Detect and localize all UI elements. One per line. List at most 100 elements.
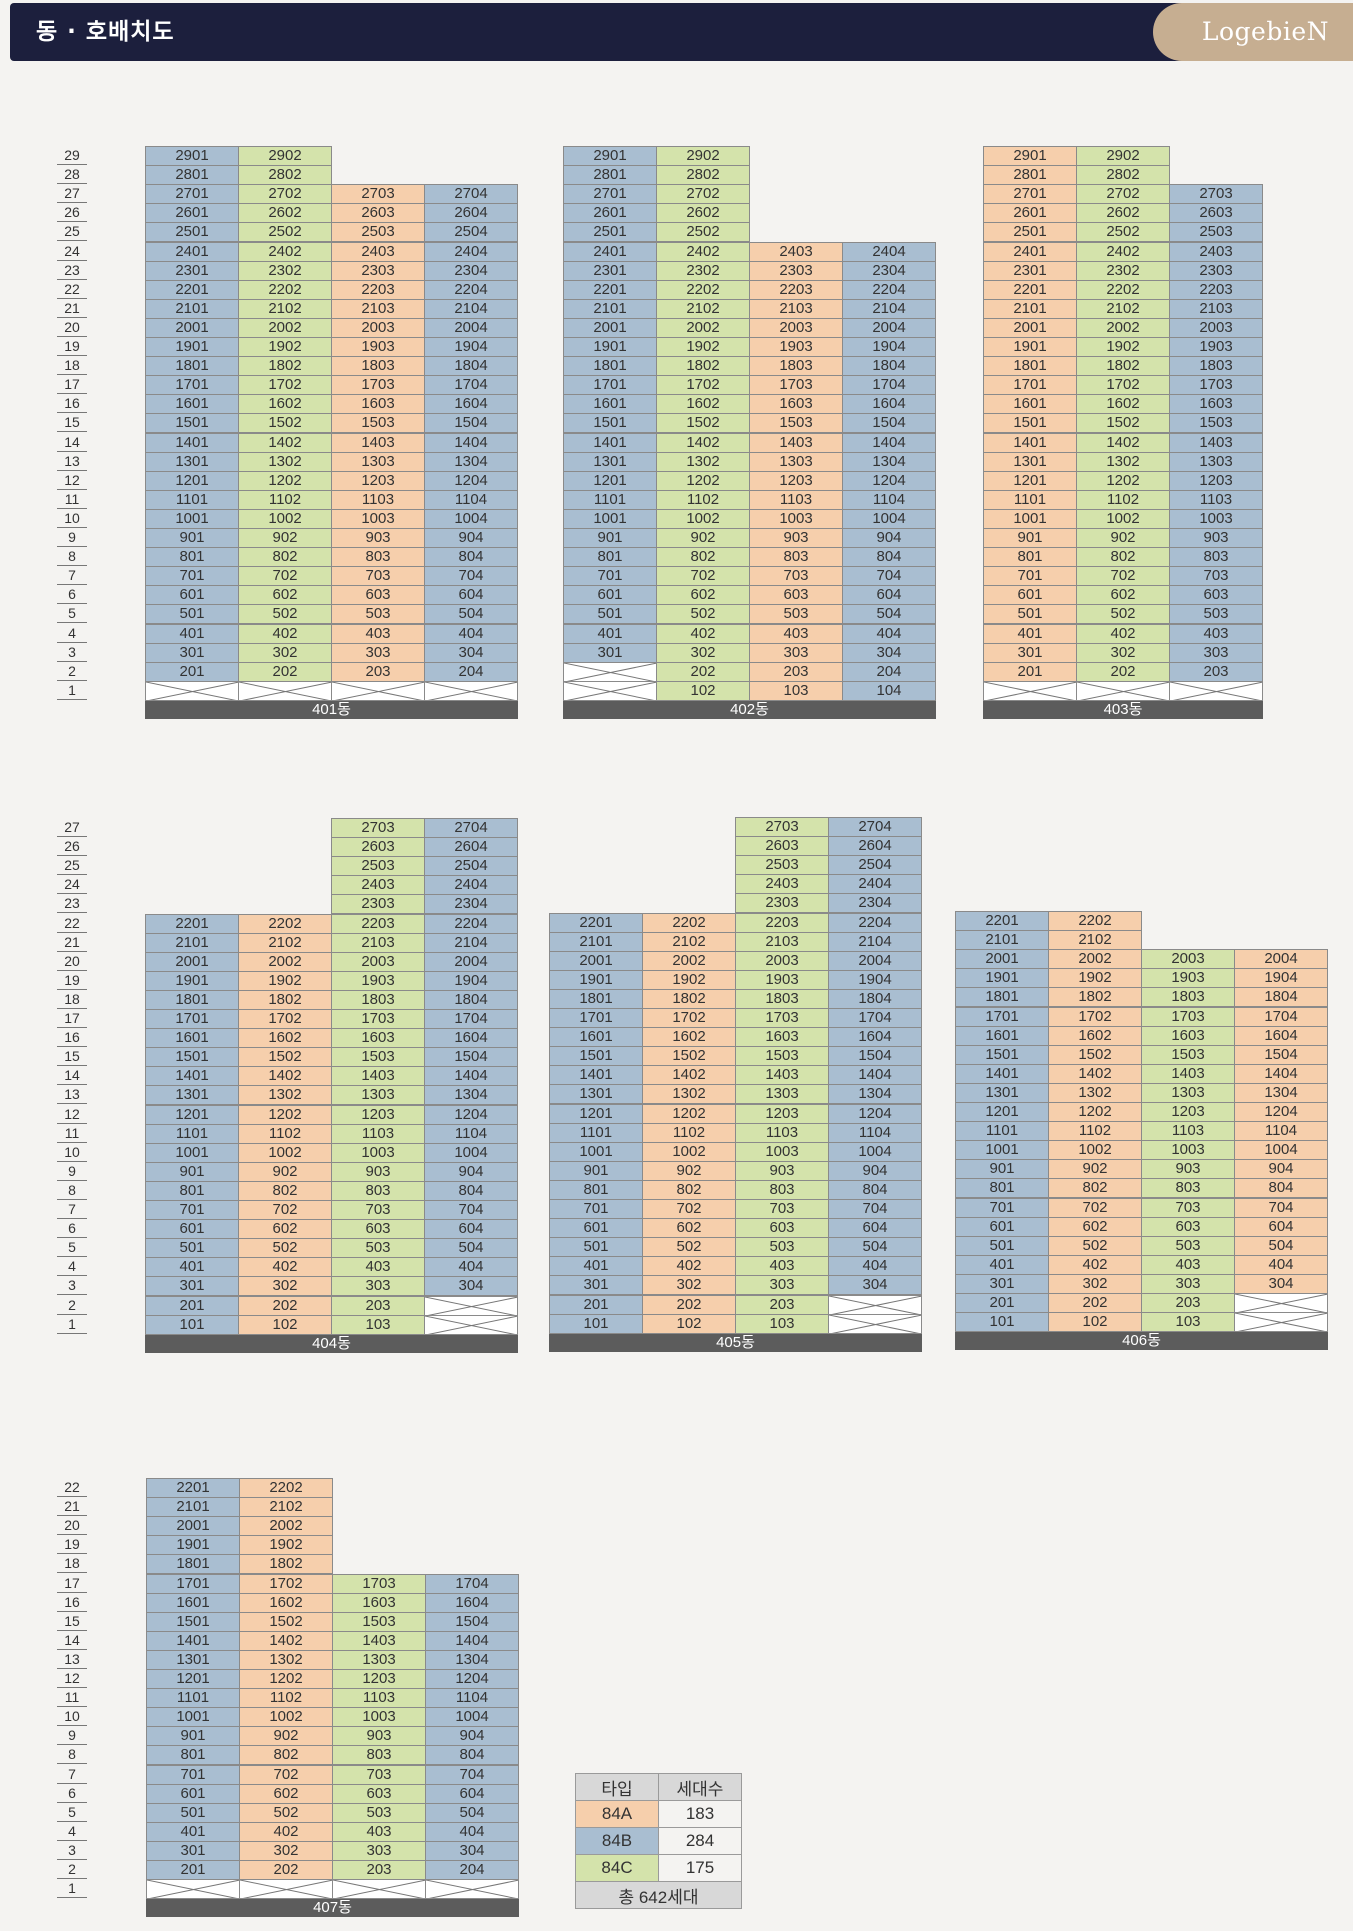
unit-cell: 1203 (332, 1669, 426, 1690)
unit-cell: 2504 (828, 855, 922, 876)
unit-cell: 902 (239, 1726, 333, 1747)
unit-cell: 1904 (424, 337, 518, 358)
unit-cell: 1304 (1234, 1082, 1328, 1103)
floor-label: 20 (57, 318, 87, 337)
unit-cell: 1703 (331, 1009, 425, 1030)
unit-cell: 701 (983, 566, 1077, 587)
unit-cell: 203 (749, 661, 843, 682)
unit-cell: 2002 (642, 950, 736, 971)
unit-cell: 301 (983, 642, 1077, 663)
unit-cell: 802 (238, 547, 332, 568)
unit-cell: 2502 (1076, 222, 1170, 243)
unit-cell: 2302 (238, 260, 332, 281)
empty-unit-cross (1077, 681, 1169, 700)
unit-cell: 1103 (331, 1123, 425, 1144)
floor-label: 10 (57, 1143, 87, 1162)
unit-cell: 1604 (828, 1027, 922, 1048)
unit-cell: 1704 (828, 1008, 922, 1029)
unit-cell: 2301 (983, 260, 1077, 281)
unit-cell: 2902 (656, 146, 750, 167)
unit-cell: 1104 (842, 489, 936, 510)
floor-label: 9 (57, 1726, 87, 1746)
unit-cell: 2402 (1076, 241, 1170, 262)
unit-cell: 503 (331, 604, 425, 625)
unit-cell: 302 (238, 1276, 332, 1297)
floor-label: 11 (57, 1688, 87, 1708)
empty-unit-cross (240, 1880, 332, 1899)
empty-unit-cross (984, 681, 1076, 700)
unit-cell: 501 (549, 1237, 643, 1258)
empty-unit (425, 1879, 519, 1900)
unit-cell: 2203 (331, 913, 425, 934)
unit-cell: 1603 (1141, 1025, 1235, 1046)
unit-cell: 602 (238, 585, 332, 606)
floor-label: 4 (57, 1822, 87, 1841)
unit-cell: 201 (955, 1293, 1049, 1314)
unit-cell: 501 (983, 604, 1077, 625)
unit-cell: 1003 (1169, 508, 1263, 529)
unit-cell: 1103 (1141, 1121, 1235, 1142)
empty-unit-cross (333, 1880, 425, 1899)
unit-cell: 1401 (983, 432, 1077, 453)
unit-cell: 703 (1141, 1197, 1235, 1218)
cross-line (427, 1315, 517, 1334)
unit-cell: 1701 (955, 1006, 1049, 1027)
unit-cell: 2101 (145, 932, 239, 953)
unit-cell: 502 (1076, 604, 1170, 625)
cross-line (241, 681, 331, 700)
unit-cell: 301 (145, 642, 239, 663)
unit-cell: 1402 (238, 432, 332, 453)
unit-cell: 2002 (238, 317, 332, 338)
unit-cell: 2003 (331, 951, 425, 972)
unit-cell: 1601 (145, 394, 239, 415)
unit-cell: 502 (656, 604, 750, 625)
unit-cell: 302 (642, 1275, 736, 1296)
unit-cell: 701 (145, 1200, 239, 1221)
cross-line (1237, 1294, 1327, 1313)
unit-cell: 1203 (1169, 470, 1263, 491)
unit-cell: 603 (332, 1783, 426, 1804)
unit-cell: 1702 (1048, 1006, 1142, 1027)
floor-label: 17 (57, 1574, 87, 1593)
legend-header-row: 타입 세대수 (575, 1773, 742, 1801)
unit-cell: 1803 (1169, 356, 1263, 377)
unit-cell: 2002 (656, 317, 750, 338)
floor-label: 18 (57, 990, 87, 1009)
unit-cell: 201 (146, 1860, 240, 1881)
floor-label: 20 (57, 1516, 87, 1536)
unit-cell: 1201 (549, 1103, 643, 1124)
unit-cell: 1403 (332, 1630, 426, 1651)
unit-cell: 1004 (425, 1707, 519, 1728)
unit-cell: 2503 (1169, 222, 1263, 243)
unit-cell: 1503 (331, 413, 425, 434)
cross-line (427, 1296, 517, 1315)
unit-cell: 1802 (1076, 356, 1170, 377)
unit-cell: 2603 (331, 837, 425, 858)
unit-cell: 1903 (1141, 968, 1235, 989)
unit-cell: 2501 (563, 222, 657, 243)
unit-cell: 1401 (145, 1066, 239, 1087)
unit-cell: 2403 (331, 875, 425, 896)
unit-cell: 702 (239, 1764, 333, 1785)
floor-label: 16 (57, 1028, 87, 1048)
unit-cell: 502 (239, 1802, 333, 1823)
unit-cell: 1003 (332, 1707, 426, 1728)
unit-cell: 1703 (749, 375, 843, 396)
unit-cell: 1404 (842, 432, 936, 453)
unit-cell: 401 (145, 623, 239, 644)
unit-cell: 701 (563, 566, 657, 587)
unit-cell: 504 (424, 604, 518, 625)
floor-label: 9 (57, 1162, 87, 1181)
unit-cell: 1102 (238, 1123, 332, 1144)
floor-label: 14 (57, 1631, 87, 1650)
unit-cell: 201 (145, 661, 239, 682)
unit-cell: 1902 (1048, 968, 1142, 989)
unit-cell: 2101 (955, 930, 1049, 951)
unit-cell: 703 (735, 1199, 829, 1220)
unit-cell: 1903 (331, 337, 425, 358)
unit-cell: 2902 (1076, 146, 1170, 167)
unit-cell: 2303 (331, 260, 425, 281)
floor-label: 19 (57, 971, 87, 990)
unit-cell: 801 (549, 1179, 643, 1200)
unit-cell: 1801 (145, 989, 239, 1010)
